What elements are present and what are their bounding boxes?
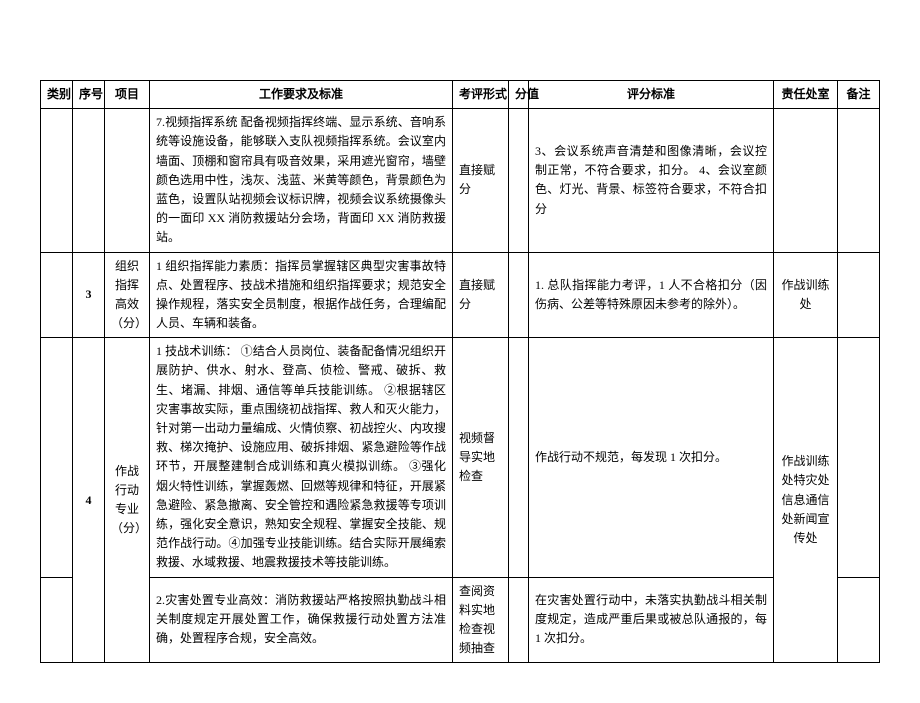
header-score: 分值 — [509, 81, 529, 109]
cell-criteria: 作战行动不规范，每发现 1 次扣分。 — [529, 338, 774, 577]
table-row: 4 作战行动专业（分） 1 技战术训练： ①结合人员岗位、装备配备情况组织开展防… — [41, 338, 880, 577]
cell-note — [838, 252, 880, 338]
cell-form: 查阅资料实地检查视频抽查 — [453, 577, 509, 663]
cell-seq: 4 — [73, 338, 105, 663]
cell-category — [41, 338, 73, 577]
cell-category — [41, 577, 73, 663]
header-seq: 序号 — [73, 81, 105, 109]
cell-score — [509, 109, 529, 252]
cell-requirement: 7.视频指挥系统 配备视频指挥终端、显示系统、音响系统等设施设备，能够联入支队视… — [150, 109, 453, 252]
cell-requirement: 1 组织指挥能力素质：指挥员掌握辖区典型灾害事故特点、处置程序、技战术措施和组织… — [150, 252, 453, 338]
cell-note — [838, 577, 880, 663]
cell-criteria: 在灾害处置行动中，未落实执勤战斗相关制度规定，造成严重后果或被总队通报的，每 1… — [529, 577, 774, 663]
cell-criteria: 1. 总队指挥能力考评，1 人不合格扣分（因伤病、公差等特殊原因未参考的除外）。 — [529, 252, 774, 338]
evaluation-table: 类别 序号 项目 工作要求及标准 考评形式 分值 评分标准 责任处室 备注 7.… — [40, 80, 880, 663]
cell-dept: 作战训练处特灾处信息通信处新闻宣传处 — [774, 338, 838, 663]
cell-seq — [73, 109, 105, 252]
table-row: 7.视频指挥系统 配备视频指挥终端、显示系统、音响系统等设施设备，能够联入支队视… — [41, 109, 880, 252]
header-note: 备注 — [838, 81, 880, 109]
cell-requirement: 1 技战术训练： ①结合人员岗位、装备配备情况组织开展防护、供水、射水、登高、侦… — [150, 338, 453, 577]
cell-category — [41, 252, 73, 338]
cell-project: 组织指挥高效（分） — [105, 252, 150, 338]
header-form: 考评形式 — [453, 81, 509, 109]
cell-form: 直接赋分 — [453, 252, 509, 338]
cell-criteria: 3、会议系统声音清楚和图像清晰，会议控制正常，不符合要求，扣分。 4、会议室颜色… — [529, 109, 774, 252]
cell-form: 视频督导实地检查 — [453, 338, 509, 577]
cell-note — [838, 338, 880, 577]
header-category: 类别 — [41, 81, 73, 109]
cell-dept: 作战训练处 — [774, 252, 838, 338]
cell-score — [509, 252, 529, 338]
header-row: 类别 序号 项目 工作要求及标准 考评形式 分值 评分标准 责任处室 备注 — [41, 81, 880, 109]
cell-seq: 3 — [73, 252, 105, 338]
header-criteria: 评分标准 — [529, 81, 774, 109]
cell-note — [838, 109, 880, 252]
cell-category — [41, 109, 73, 252]
cell-score — [509, 577, 529, 663]
header-project: 项目 — [105, 81, 150, 109]
header-requirement: 工作要求及标准 — [150, 81, 453, 109]
cell-requirement: 2.灾害处置专业高效：消防救援站严格按照执勤战斗相关制度规定开展处置工作，确保救… — [150, 577, 453, 663]
cell-project: 作战行动专业（分） — [105, 338, 150, 663]
table-row: 3 组织指挥高效（分） 1 组织指挥能力素质：指挥员掌握辖区典型灾害事故特点、处… — [41, 252, 880, 338]
table-row: 2.灾害处置专业高效：消防救援站严格按照执勤战斗相关制度规定开展处置工作，确保救… — [41, 577, 880, 663]
cell-dept — [774, 109, 838, 252]
cell-project — [105, 109, 150, 252]
cell-form: 直接赋分 — [453, 109, 509, 252]
header-dept: 责任处室 — [774, 81, 838, 109]
cell-score — [509, 338, 529, 577]
